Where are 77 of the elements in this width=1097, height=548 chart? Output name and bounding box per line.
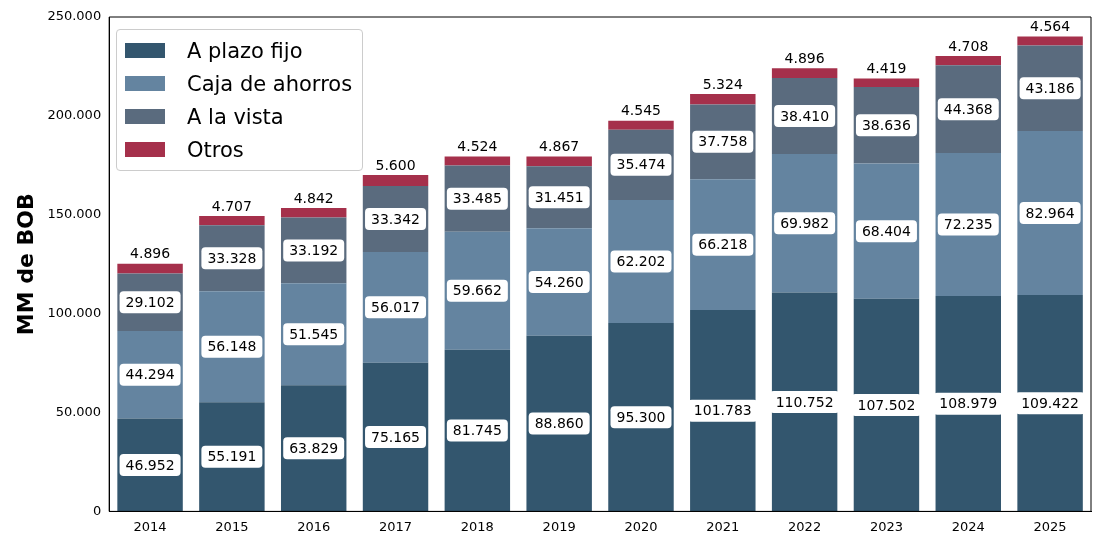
data-label: 4.896 [130,245,171,262]
data-label: 4.707 [211,197,252,214]
y-tick-label: 150.000 [47,206,102,222]
y-tick-label: 50.000 [55,403,102,419]
data-label: 4.708 [948,37,989,54]
data-label: 56.148 [207,338,257,355]
data-label: 4.896 [784,49,825,66]
data-label: 31.451 [534,188,584,205]
bar [444,349,511,512]
data-label: 95.300 [616,408,666,425]
bar [526,335,592,512]
data-label: 72.235 [943,216,993,233]
legend-label: Caja de ahorros [187,71,353,96]
x-tick-label: 2018 [460,518,494,534]
x-tick-label: 2017 [378,518,413,534]
data-label: 69.982 [780,214,830,231]
x-tick-label: 2023 [869,518,903,534]
data-label: 4.419 [866,60,907,77]
x-tick-label: 2016 [297,518,331,534]
data-label: 54.260 [534,273,584,290]
x-tick-label: 2025 [1033,518,1067,534]
data-label: 66.218 [698,236,748,253]
data-label: 43.186 [1025,79,1075,96]
data-label: 108.979 [939,395,998,412]
data-label: 44.294 [125,366,175,383]
data-label: 44.368 [943,100,993,117]
legend-label: A la vista [187,104,284,129]
x-tick-label: 2019 [542,518,576,534]
data-label: 55.191 [207,448,257,465]
data-label: 59.662 [452,282,502,299]
data-label: 82.964 [1025,204,1075,221]
x-tick-label: 2021 [706,518,740,534]
data-label: 51.545 [289,325,339,342]
y-tick-label: 200.000 [47,107,102,123]
data-label: 35.474 [616,156,666,173]
y-tick-label: 0 [92,502,102,518]
data-label: 5.324 [702,75,743,92]
data-label: 62.202 [616,253,666,270]
x-tick-label: 2014 [133,518,167,534]
data-label: 4.842 [293,189,334,206]
legend-label: A plazo fijo [187,38,303,63]
data-label: 75.165 [371,428,421,445]
data-label: 33.342 [371,210,421,227]
data-label: 38.410 [780,107,830,124]
data-label: 110.752 [775,393,834,410]
data-label: 68.404 [861,222,912,239]
x-tick-label: 2020 [624,518,658,534]
y-tick-label: 250.000 [47,8,102,24]
data-label: 33.485 [452,190,502,207]
data-label: 38.636 [861,116,912,133]
data-label: 88.860 [534,415,584,432]
data-label: 4.524 [457,138,498,155]
data-label: 107.502 [857,396,916,413]
data-label: 5.600 [375,156,416,173]
x-tick-label: 2022 [788,518,822,534]
data-label: 56.017 [371,299,421,315]
data-label: 37.758 [698,133,748,150]
data-label: 4.867 [539,138,580,155]
data-label: 33.328 [207,249,257,266]
data-label: 29.102 [125,293,175,310]
data-label: 101.783 [693,402,752,419]
x-tick-label: 2015 [215,518,249,534]
data-label: 46.952 [125,456,175,473]
data-label: 109.422 [1021,394,1080,411]
data-label: 33.192 [289,242,339,259]
bar [608,322,674,512]
data-label: 4.545 [620,102,662,119]
bar [1017,130,1083,296]
bar [690,310,756,512]
bar [1017,295,1083,512]
legend-label: Otros [187,137,244,162]
y-tick-label: 100.000 [47,305,102,321]
x-tick-label: 2024 [951,518,985,534]
data-label: 81.745 [452,422,502,439]
data-label: 4.564 [1030,18,1071,35]
data-label: 63.829 [289,439,339,456]
y-axis-title: MM de BOB [12,193,38,336]
